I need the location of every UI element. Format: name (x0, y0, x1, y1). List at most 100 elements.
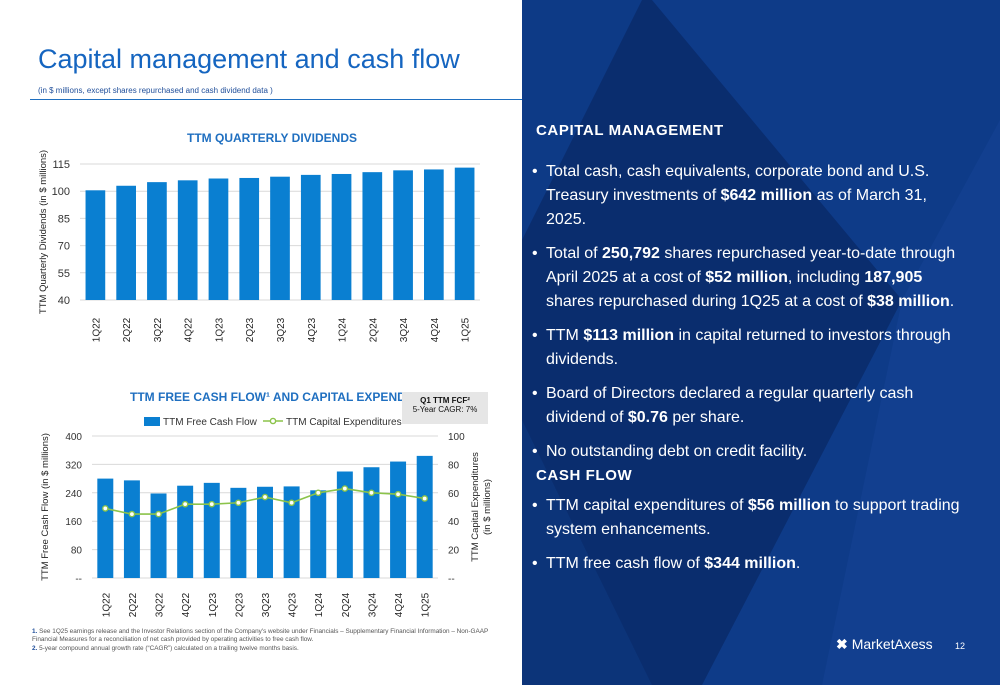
footnote-1-number: 1. (32, 628, 38, 635)
title-rule (30, 99, 522, 100)
x-tick-label: 1Q24 (314, 592, 325, 617)
capex-point (155, 510, 162, 518)
x-tick-label: 1Q23 (214, 317, 225, 342)
cagr-callout: Q1 TTM FCF² 5-Year CAGR: 7% (402, 392, 488, 424)
capital-bullet-cash: • Total cash, cash equivalents, corporate… (532, 163, 930, 228)
footnote-2-text: 5-year compound annual growth rate (“CAG… (37, 644, 299, 652)
footnote-2-number: 2. (32, 644, 38, 652)
dividend-bar (116, 185, 136, 300)
y-tick-label: 85 (58, 213, 70, 225)
y-tick-label: 160 (65, 517, 82, 528)
fcf-bar (177, 485, 194, 578)
cashflow-bullet-capex: • TTM capital expenditures of $56 million… (532, 497, 960, 538)
capex-point (314, 489, 322, 497)
page-subtitle: (in $ millions, except shares repurchase… (38, 86, 273, 95)
y-tick-label: 240 (65, 489, 82, 500)
x-tick-label: 4Q23 (307, 317, 318, 342)
dividends-chart: 115 100 85 70 55 40 1Q22 2Q22 3Q22 4Q22 1Q23 2Q23 3Q… (38, 150, 480, 342)
y-axis-label: TTM Free Cash Flow (in $ millions) (40, 433, 51, 581)
y-tick-label: 115 (52, 159, 70, 171)
capex-point (421, 495, 428, 502)
fcf-bar (336, 471, 353, 578)
dividend-bar (85, 190, 106, 300)
capital-bullets: • Total cash, cash equivalents, corporate… (530, 160, 970, 464)
y-tick-label: -- (75, 574, 82, 585)
capex-point (394, 490, 402, 498)
x-tick-label: 1Q24 (338, 317, 349, 342)
fcf-bar (283, 486, 300, 578)
capex-point (368, 489, 375, 497)
x-tick-label: 3Q22 (155, 592, 166, 617)
y2-tick-label: 40 (448, 517, 460, 528)
cash-flow-heading: CASH FLOW (536, 467, 633, 484)
x-tick-label: 4Q22 (181, 592, 192, 617)
footnote-1: 1. See 1Q25 earnings release and the Inv… (32, 628, 502, 645)
callout-text: 5-Year CAGR: 7% (412, 405, 478, 414)
brand-logo: ✖ MarketAxess (836, 636, 933, 653)
footnote-2: 2. 5-year compound annual growth rate (“… (32, 645, 502, 653)
capex-point (181, 500, 189, 508)
fcf-bar (390, 461, 407, 578)
x-tick-label: 3Q24 (399, 317, 410, 342)
brand-name: MarketAxess (851, 636, 933, 652)
x-tick-label: 3Q23 (261, 592, 272, 617)
marketaxess-logo-icon: ✖ (836, 636, 848, 652)
y-tick-label: 320 (65, 460, 82, 471)
x-tick-label: 3Q22 (153, 317, 164, 342)
y-tick-label: 40 (58, 295, 70, 307)
capital-management-heading: CAPITAL MANAGEMENT (536, 122, 724, 139)
x-tick-label: 3Q23 (276, 317, 287, 342)
capex-point (208, 500, 216, 508)
fcf-bar (310, 490, 327, 578)
y2-tick-label: 20 (448, 546, 460, 557)
fcf-bar (416, 455, 433, 578)
footnotes: 1. See 1Q25 earnings release and the Inv… (32, 628, 502, 653)
y-tick-label: 400 (65, 432, 82, 443)
fcf-bar (230, 487, 247, 578)
capital-bullet-dividend: • Board of Directors declared a regular q… (532, 385, 914, 426)
capex-point (235, 499, 242, 507)
dividend-bar (331, 173, 352, 300)
x-tick-label: 4Q23 (288, 592, 299, 617)
x-tick-label: 1Q25 (421, 592, 432, 617)
y2-tick-label: 60 (448, 489, 460, 500)
fcf-chart-title: TTM FREE CASH FLOW¹ AND CAPITAL EXPENDIT… (130, 390, 450, 404)
capex-point (102, 505, 109, 512)
x-tick-label: 2Q22 (128, 592, 139, 617)
cashflow-bullets: • TTM capital expenditures of $56 million… (530, 494, 970, 576)
right-panel (522, 0, 1000, 685)
legend-capex-marker (269, 417, 277, 425)
page-title: Capital management and cash flow (38, 44, 460, 74)
fcf-bar (257, 486, 273, 578)
y-tick-label: 70 (58, 241, 70, 253)
fcf-bar (150, 493, 167, 578)
y-tick-label: 80 (71, 546, 83, 557)
fcf-bar (97, 478, 114, 578)
fcf-chart: 400 320 240 160 80 -- 100 80 60 40 20 -- 1Q22 2Q22 3Q2… (40, 417, 493, 617)
capital-bullet-repurchase: • Total of 250,792 shares repurchased yea… (532, 245, 956, 310)
callout-title: Q1 TTM FCF² (420, 396, 470, 405)
legend-fcf-label: TTM Free Cash Flow (163, 417, 258, 428)
dividend-bar (239, 177, 260, 300)
dividends-chart-title: TTM QUARTERLY DIVIDENDS (187, 131, 358, 145)
dividend-bar (393, 170, 413, 300)
capex-point (128, 510, 136, 518)
legend-fcf-swatch (144, 417, 160, 426)
capex-point (261, 493, 269, 501)
y-axis-label: TTM Quarterly Dividends (in $ millions) (38, 150, 49, 314)
x-tick-label: 4Q24 (430, 317, 441, 342)
y2-tick-label: 100 (448, 432, 465, 443)
dividend-bar (362, 172, 383, 300)
dividend-bar (454, 167, 475, 300)
y2-tick-label: 80 (448, 460, 460, 471)
x-tick-label: 4Q24 (394, 592, 405, 617)
fcf-bar (203, 482, 220, 578)
capital-bullet-debt: • No outstanding debt on credit facility. (532, 443, 808, 460)
footnote-1-text: See 1Q25 earnings release and the Invest… (32, 628, 489, 644)
dividend-bar (424, 169, 444, 300)
dividend-bar (208, 178, 229, 300)
x-tick-label: 3Q24 (367, 592, 378, 617)
background-shapes (522, 0, 1000, 685)
y2-tick-label: -- (448, 574, 455, 585)
y-tick-label: 100 (52, 186, 70, 198)
